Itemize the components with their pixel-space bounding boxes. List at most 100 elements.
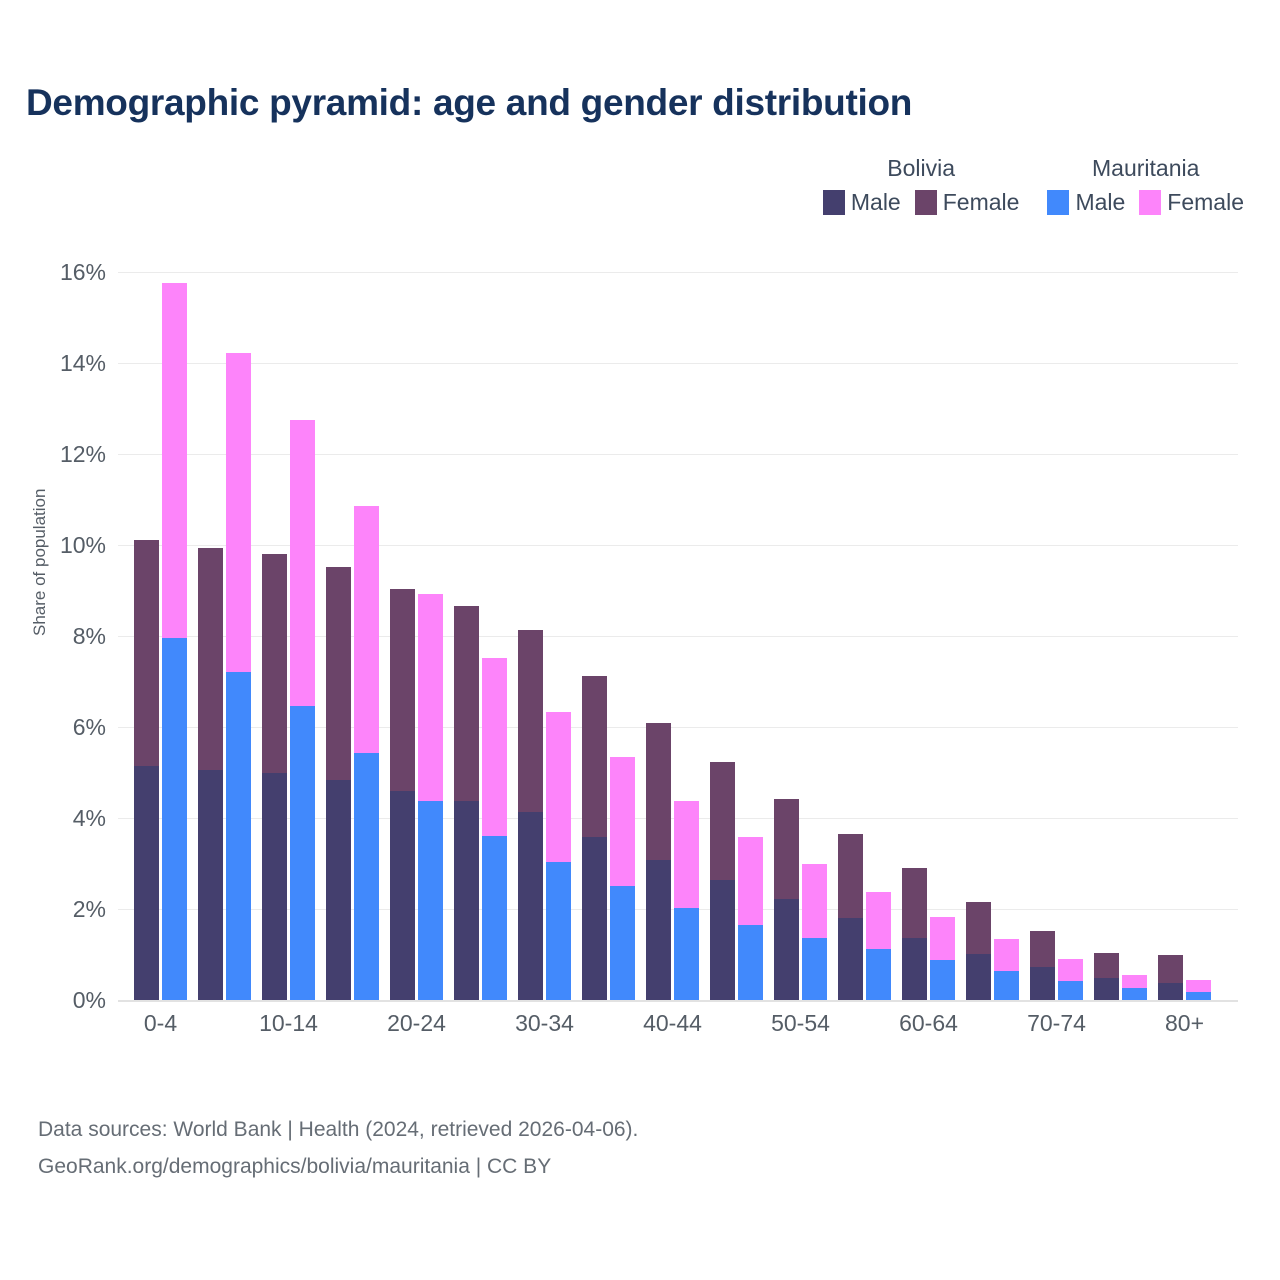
segment-mauritania-female xyxy=(1122,974,1147,989)
segment-mauritania-male xyxy=(1058,980,1083,1000)
segment-mauritania-female xyxy=(418,594,443,802)
legend-entry-label: Male xyxy=(850,189,901,215)
chart-footer: Data sources: World Bank | Health (2024,… xyxy=(38,1112,638,1186)
legend-entry-bolivia-female[interactable]: Female xyxy=(914,189,1019,216)
segment-bolivia-female xyxy=(774,799,799,899)
segment-bolivia-male xyxy=(902,938,927,1000)
legend-entry-mauritania-female[interactable]: Female xyxy=(1139,189,1244,216)
legend-entry-mauritania-male[interactable]: Male xyxy=(1047,189,1125,216)
segment-bolivia-female xyxy=(454,605,479,802)
legend-items: Male Female xyxy=(1047,189,1244,216)
segment-mauritania-female xyxy=(610,757,635,887)
bar-group-0-4[interactable] xyxy=(134,272,187,1000)
bar-group-60-64[interactable] xyxy=(902,272,955,1000)
bolivia-female-swatch xyxy=(914,190,937,215)
segment-mauritania-male xyxy=(1186,991,1211,1000)
segment-bolivia-female xyxy=(646,723,671,860)
bar-group-20-24[interactable] xyxy=(390,272,443,1000)
segment-mauritania-female xyxy=(290,419,315,706)
segment-mauritania-male xyxy=(738,925,763,1000)
bar-group-50-54[interactable] xyxy=(774,272,827,1000)
segment-mauritania-female xyxy=(1186,979,1211,992)
segment-mauritania-female xyxy=(226,353,251,673)
bar-group-35-39[interactable] xyxy=(582,272,635,1000)
legend-group-bolivia: Bolivia Male Female xyxy=(822,155,1019,216)
x-tick-label-20-24: 20-24 xyxy=(387,1010,446,1036)
bar-group-40-44[interactable] xyxy=(646,272,699,1000)
bar-group-5-9[interactable] xyxy=(198,272,251,1000)
segment-bolivia-male xyxy=(1030,967,1055,1000)
y-tick-label: 16% xyxy=(59,259,106,285)
footer-line-attribution: GeoRank.org/demographics/bolivia/maurita… xyxy=(38,1154,552,1178)
segment-mauritania-male xyxy=(226,672,251,1000)
x-tick-label-70-74: 70-74 xyxy=(1027,1010,1086,1036)
gridline xyxy=(118,454,1238,455)
y-tick-label: 6% xyxy=(72,714,106,740)
segment-bolivia-male xyxy=(582,837,607,1000)
bar-group-75-79[interactable] xyxy=(1094,272,1147,1000)
segment-mauritania-male xyxy=(930,960,955,1000)
x-tick-label-80+: 80+ xyxy=(1164,1010,1205,1036)
gridline xyxy=(118,727,1238,728)
bar-group-30-34[interactable] xyxy=(518,272,571,1000)
segment-bolivia-male xyxy=(134,766,159,1000)
gridline xyxy=(118,545,1238,546)
x-tick-label-50-54: 50-54 xyxy=(771,1010,830,1036)
segment-bolivia-female xyxy=(326,567,351,781)
segment-bolivia-male xyxy=(646,859,671,1000)
legend-country-label: Mauritania xyxy=(1092,155,1200,181)
bar-group-10-14[interactable] xyxy=(262,272,315,1000)
bar-group-45-49[interactable] xyxy=(710,272,763,1000)
segment-mauritania-female xyxy=(674,800,699,909)
bar-group-70-74[interactable] xyxy=(1030,272,1083,1000)
segment-mauritania-male xyxy=(418,801,443,1000)
segment-mauritania-male xyxy=(802,938,827,1000)
segment-mauritania-female xyxy=(546,711,571,863)
segment-mauritania-female xyxy=(802,864,827,939)
segment-bolivia-female xyxy=(902,868,927,939)
chart-legend: Bolivia Male Female Mauritania Male Female xyxy=(822,155,1244,216)
bolivia-male-swatch xyxy=(822,190,845,215)
segment-bolivia-male xyxy=(518,812,543,1000)
segment-mauritania-male xyxy=(162,637,187,1000)
x-tick-label-60-64: 60-64 xyxy=(899,1010,958,1036)
y-tick-label: 10% xyxy=(59,532,106,558)
segment-bolivia-male xyxy=(838,918,863,1000)
y-tick-label: 0% xyxy=(72,987,106,1013)
bar-group-80+[interactable] xyxy=(1158,272,1211,1000)
segment-bolivia-male xyxy=(198,770,223,1000)
gridline xyxy=(118,363,1238,364)
segment-bolivia-female xyxy=(390,588,415,792)
x-tick-label-10-14: 10-14 xyxy=(259,1010,318,1036)
segment-bolivia-male xyxy=(966,954,991,1000)
segment-bolivia-male xyxy=(390,791,415,1000)
y-tick-label: 12% xyxy=(59,441,106,467)
segment-mauritania-male xyxy=(674,908,699,1000)
gridline xyxy=(118,272,1238,273)
x-tick-label-0-4: 0-4 xyxy=(143,1010,178,1036)
segment-bolivia-male xyxy=(454,801,479,1000)
segment-bolivia-female xyxy=(1158,955,1183,983)
legend-country-label: Bolivia xyxy=(887,155,956,181)
legend-entry-bolivia-male[interactable]: Male xyxy=(822,189,901,216)
bar-group-55-59[interactable] xyxy=(838,272,891,1000)
plot-area: 0% 2% 4% 6% 8% 10% 12% 14% 16% 0-4 10-14 20-24 30-3… xyxy=(60,259,1238,1036)
segment-mauritania-male xyxy=(994,971,1019,1000)
bar-group-25-29[interactable] xyxy=(454,272,507,1000)
segment-mauritania-female xyxy=(994,938,1019,972)
segment-bolivia-female xyxy=(134,540,159,767)
segment-mauritania-male xyxy=(482,835,507,1000)
y-tick-label: 4% xyxy=(72,805,106,831)
segment-bolivia-female xyxy=(710,762,735,881)
segment-mauritania-female xyxy=(930,916,955,961)
segment-mauritania-female xyxy=(162,282,187,638)
gridline xyxy=(118,1000,1238,1002)
segment-bolivia-male xyxy=(326,780,351,1000)
segment-bolivia-female xyxy=(198,547,223,771)
segment-mauritania-female xyxy=(866,892,891,950)
segment-mauritania-male xyxy=(354,752,379,1000)
bar-group-15-19[interactable] xyxy=(326,272,379,1000)
segment-bolivia-female xyxy=(582,676,607,838)
bar-group-65-69[interactable] xyxy=(966,272,1019,1000)
segment-mauritania-female xyxy=(354,506,379,753)
